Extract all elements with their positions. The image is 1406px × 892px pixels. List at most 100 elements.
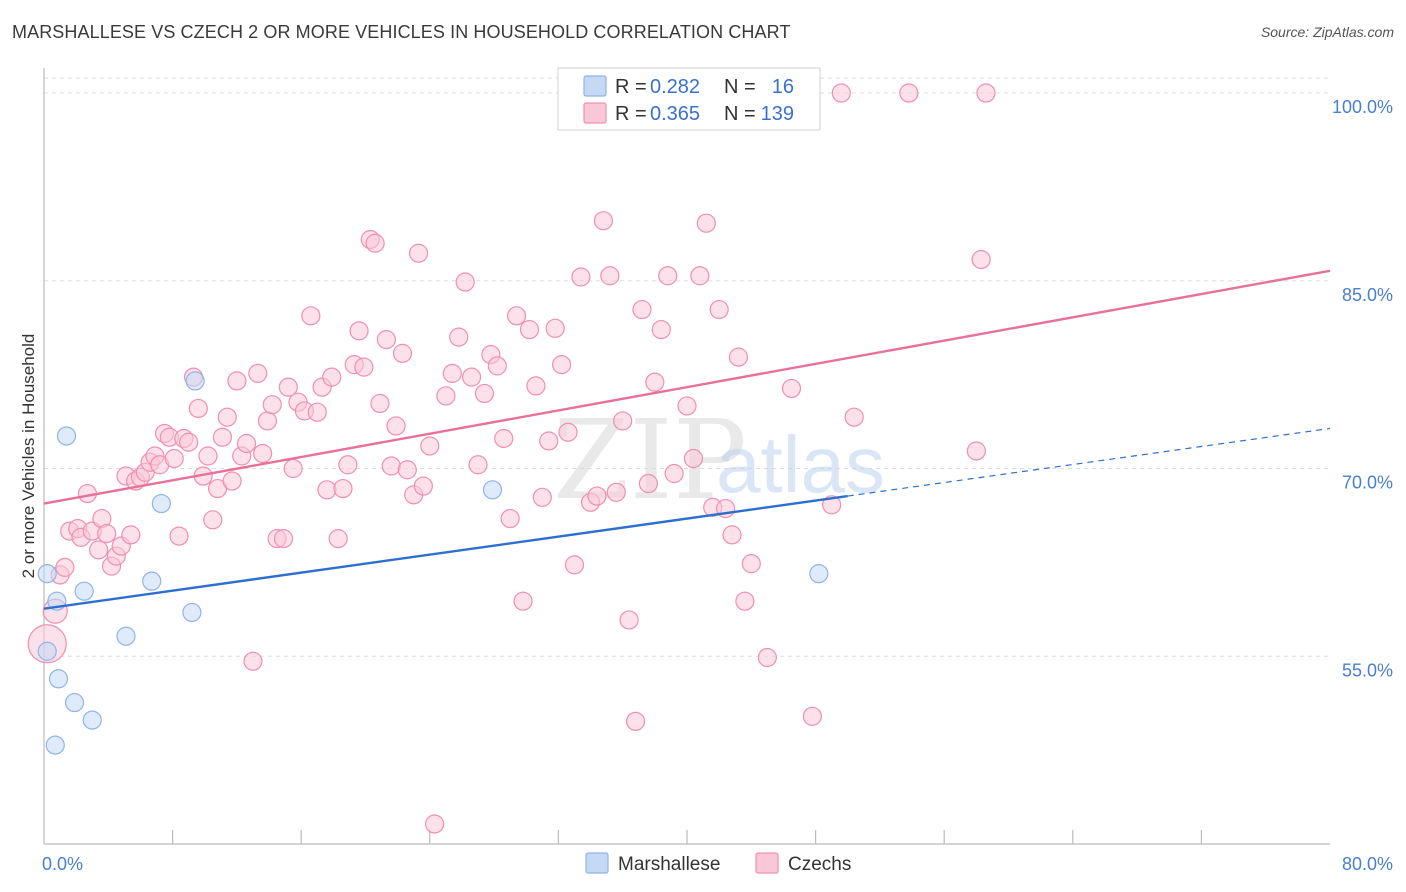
marshallese-point [809,564,829,584]
czech-point [397,460,417,480]
czech-point [513,591,533,611]
czech-point [822,495,842,515]
czech-point [349,321,369,341]
czech-point [651,319,671,340]
bottom-legend-swatch-marshallese [585,852,609,874]
bottom-legend-marshallese: Marshallese [618,854,720,875]
legend-r-label-marshallese: R = [615,76,647,98]
trend-lines [43,269,1331,610]
bottom-legend-czechs: Czechs [788,854,851,875]
legend-swatch-marshallese [583,75,607,97]
marshallese-point [37,641,57,661]
czech-point [664,463,684,484]
legend-swatch-czechs [583,102,607,124]
czech-point [55,557,75,577]
czech-point [262,395,282,415]
czech-point [354,357,374,377]
y-tick-labels: 55.0% 70.0% 85.0% 100.0% [1332,97,1393,680]
czech-point [593,211,614,231]
marshallese-point [116,626,136,646]
czech-point [283,458,303,479]
czech-point [613,411,633,431]
czech-point [198,446,218,466]
czech-point [301,306,321,326]
czech-point [571,267,591,287]
legend-r-label-czechs: R = [615,103,647,125]
y-tick-label: 55.0% [1342,660,1393,680]
marshallese-point [482,480,503,500]
czech-point [455,272,475,292]
czech-point [600,266,620,286]
czech-point [436,386,456,406]
bottom-legend: Marshallese Czechs [585,852,851,875]
czech-point [278,377,298,397]
czech-point [97,523,117,544]
czech-point [632,299,652,320]
source-credit: Source: ZipAtlas.com [1260,24,1394,40]
czech-point [425,814,445,834]
czech-point [442,363,462,383]
czech-point [212,427,233,447]
legend-n-label-marshallese: N = [724,76,756,98]
marshallese-point [151,493,171,514]
czech-point [333,478,353,499]
czech-point [121,525,141,545]
y-tick-label: 85.0% [1342,285,1393,305]
czech-point [89,540,109,560]
marshallese-point [64,692,85,713]
y-axis-label: 2 or more Vehicles in Household [19,334,38,579]
legend-n-label-czechs: N = [724,103,756,125]
czech-point [474,383,495,404]
czech-point [645,372,665,392]
marshallese-point [185,371,205,391]
marshallese-point [45,735,65,755]
czech-point [227,371,247,391]
czech-point [413,476,433,496]
czech-point [781,378,802,399]
czech-point [392,343,413,363]
gridlines [44,77,1330,657]
czech-point [487,356,507,376]
czech-point [831,83,851,103]
czech-point [273,529,294,549]
czech-point [696,213,716,233]
czech-point [164,448,184,469]
x-ticks: 0.0% 80.0% [42,830,1393,874]
czech-point [381,456,401,476]
y-tick-label: 100.0% [1332,97,1393,117]
czech-point [370,393,390,414]
legend-r-czechs: 0.365 [650,103,700,125]
czech-point [606,482,626,502]
czech-point [532,487,552,507]
bottom-legend-swatch-czechs [755,852,779,874]
czech-point [248,363,268,383]
czech-point [203,510,223,530]
czech-point [728,347,749,367]
czech-point [253,443,273,464]
czech-point [844,407,864,427]
czech-point [408,243,429,263]
y-tick-label: 70.0% [1342,473,1393,493]
czech-point [545,318,565,338]
marshallese-point [56,426,77,446]
czech-point [683,448,704,469]
czech-point [328,529,348,549]
czech-point [735,591,755,611]
czech-point [976,83,996,103]
czech-point [494,428,514,449]
czech-point [169,526,189,546]
czech-point [690,266,710,286]
czech-point [802,706,822,726]
czech-point [658,266,678,286]
czech-point [317,480,337,500]
czech-point [188,398,208,419]
czech-point [741,554,761,574]
czech-point [179,432,199,452]
czech-point [564,555,585,575]
czech-point [507,306,527,326]
marshallese-points [37,371,829,755]
czech-point [677,396,697,416]
czech-point [307,402,327,422]
chart-title: MARSHALLESE VS CZECH 2 OR MORE VEHICLES … [12,22,791,42]
